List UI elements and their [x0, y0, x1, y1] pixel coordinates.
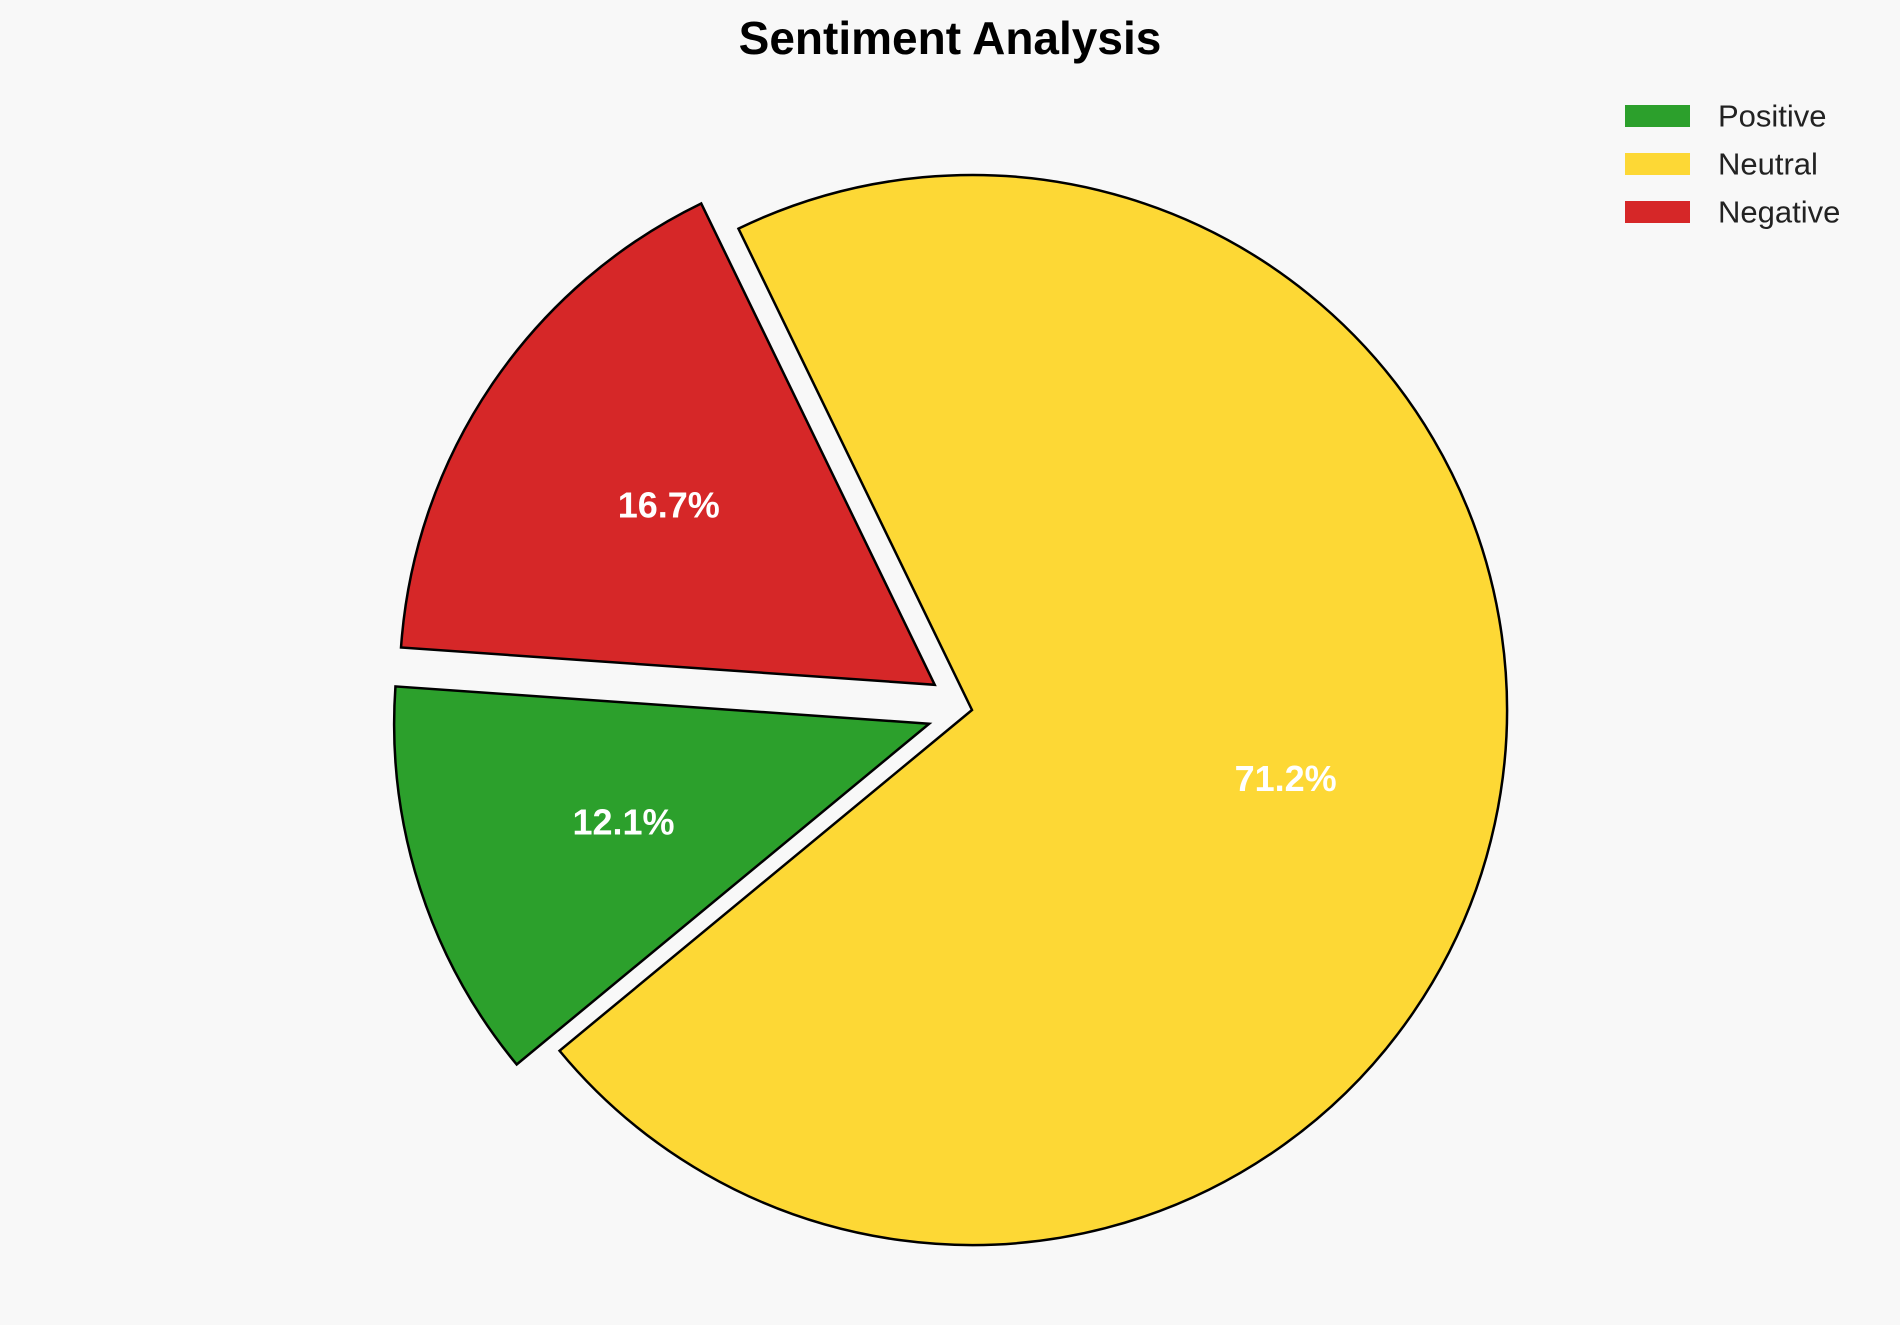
legend: Positive Neutral Negative — [1625, 99, 1840, 230]
pie-slice-positive — [392, 685, 933, 1067]
legend-swatch-negative — [1625, 201, 1690, 223]
legend-label-positive: Positive — [1718, 99, 1827, 134]
pie-slice-neutral — [557, 173, 1509, 1247]
slice-label-neutral: 71.2% — [1235, 758, 1337, 799]
pie-slices — [392, 173, 1509, 1247]
chart-title: Sentiment Analysis — [739, 12, 1162, 64]
legend-swatch-positive — [1625, 105, 1690, 127]
legend-swatch-neutral — [1625, 153, 1690, 175]
legend-label-neutral: Neutral — [1718, 147, 1818, 182]
pie-labels: 12.1% 71.2% 16.7% — [572, 485, 1336, 843]
slice-label-positive: 12.1% — [572, 801, 674, 842]
slice-label-negative: 16.7% — [618, 485, 720, 526]
pie-slice-negative — [399, 201, 937, 687]
legend-label-negative: Negative — [1718, 195, 1840, 230]
